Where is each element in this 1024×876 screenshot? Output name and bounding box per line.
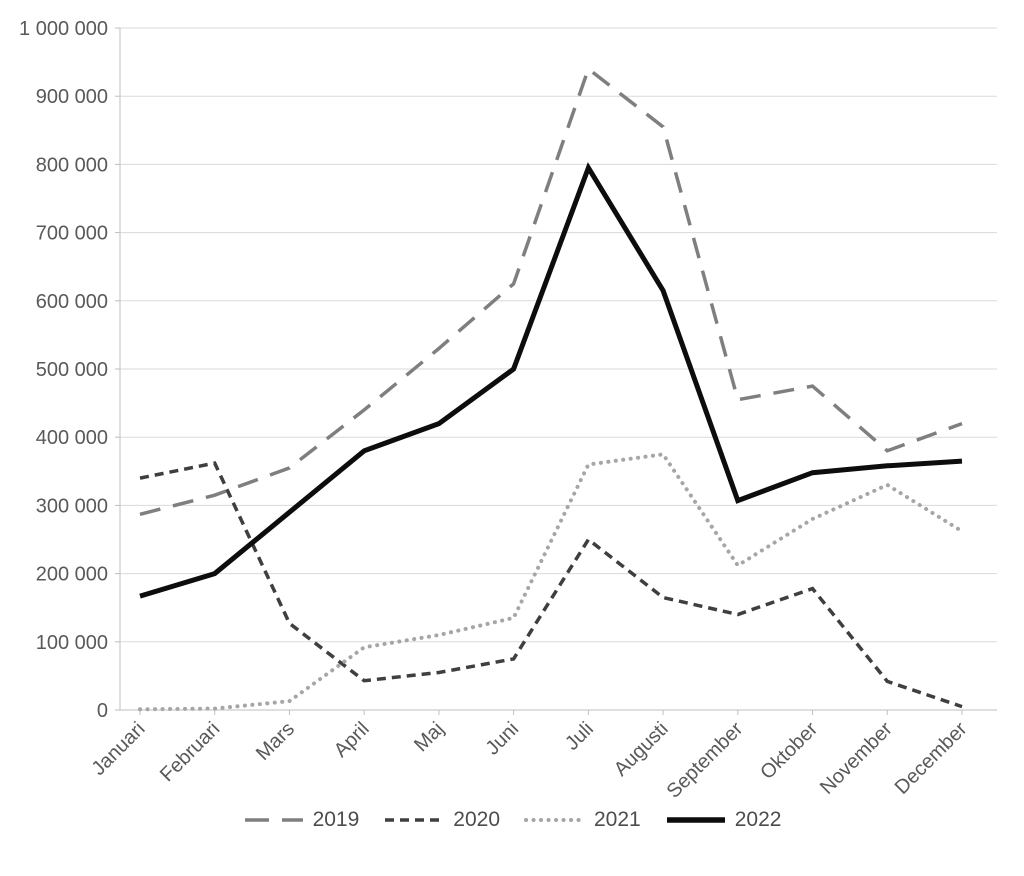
y-axis-label: 400 000 bbox=[36, 427, 108, 449]
legend-item-2020: 2020 bbox=[383, 809, 500, 830]
legend-swatch-2020 bbox=[385, 817, 444, 822]
y-axis-label: 0 bbox=[97, 700, 108, 722]
series-line-2022 bbox=[139, 162, 963, 599]
x-axis-label: Mars bbox=[252, 718, 299, 765]
x-axis-label: Juli bbox=[561, 718, 598, 755]
x-axis-label: September bbox=[663, 718, 748, 803]
legend-item-2022: 2022 bbox=[665, 808, 782, 831]
y-axis-label: 800 000 bbox=[36, 154, 108, 176]
y-axis-label: 300 000 bbox=[36, 495, 108, 517]
chart-legend: 2019 2020 2021 2022 bbox=[0, 809, 1024, 830]
x-axis-label: Februari bbox=[156, 718, 224, 786]
legend-item-2021: 2021 bbox=[524, 809, 641, 830]
y-axis-label: 1 000 000 bbox=[19, 18, 108, 40]
x-axis-label: April bbox=[330, 718, 374, 762]
legend-label: 2019 bbox=[312, 808, 360, 831]
x-axis-label: December bbox=[891, 718, 972, 799]
series-line-2020 bbox=[139, 461, 963, 709]
x-axis-label: Oktober bbox=[756, 718, 822, 784]
series-line-2021 bbox=[138, 452, 964, 712]
x-axis-label: Augusti bbox=[610, 718, 673, 781]
legend-swatch-2022 bbox=[666, 816, 725, 823]
y-axis-label: 200 000 bbox=[36, 564, 108, 586]
x-axis-label: Juni bbox=[482, 718, 524, 760]
legend-swatch-2019 bbox=[244, 817, 303, 822]
x-axis-label: November bbox=[816, 718, 897, 799]
legend-label: 2021 bbox=[594, 808, 641, 831]
x-axis-label: Maj bbox=[410, 718, 448, 756]
legend-label: 2022 bbox=[734, 808, 782, 831]
y-axis-label: 900 000 bbox=[36, 86, 108, 108]
legend-swatch-2021 bbox=[524, 817, 586, 822]
x-axis-label: Januari bbox=[88, 718, 150, 780]
legend-item-2019: 2019 bbox=[243, 808, 360, 831]
y-axis-label: 600 000 bbox=[36, 291, 108, 313]
series-line-2019 bbox=[139, 66, 963, 516]
y-axis-label: 700 000 bbox=[36, 223, 108, 245]
y-axis-label: 500 000 bbox=[36, 359, 108, 381]
y-axis-label: 100 000 bbox=[36, 632, 108, 654]
legend-label: 2020 bbox=[453, 808, 500, 831]
